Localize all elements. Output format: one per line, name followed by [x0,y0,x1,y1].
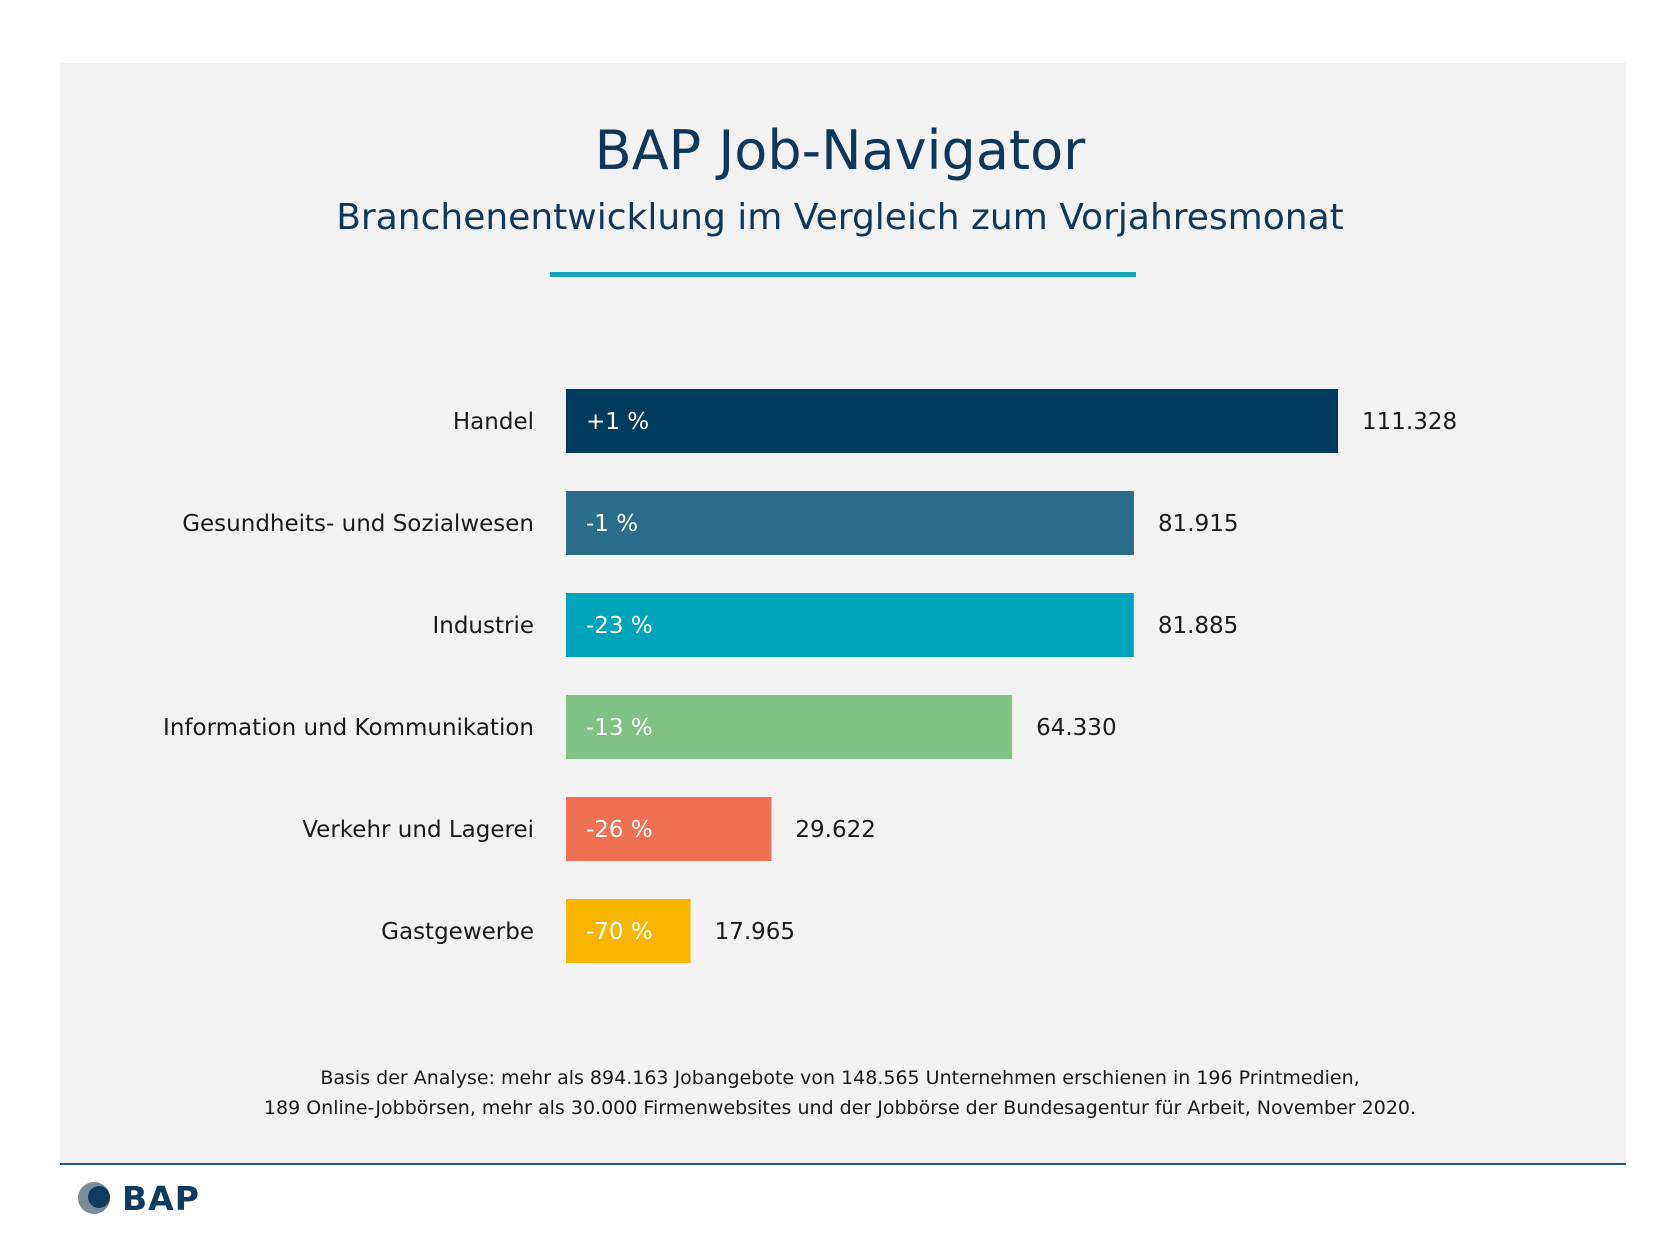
category-label-verkehr-und-lagerei: Verkehr und Lagerei [302,817,534,843]
page-subtitle: Branchenentwicklung im Vergleich zum Vor… [336,197,1344,238]
change-label-handel: +1 % [586,409,649,435]
page-title: BAP Job-Navigator [594,119,1086,182]
bar-industrie [566,593,1134,657]
value-label-verkehr-und-lagerei: 29.622 [795,817,875,843]
change-label-gesundheits-und-sozialwesen: -1 % [586,511,638,537]
analysis-footnote: Basis der Analyse: mehr als 894.163 Joba… [0,1063,1680,1123]
bap-logo-icon [78,1182,110,1214]
change-label-information-und-kommunikation: -13 % [586,715,653,741]
bar-gesundheits-und-sozialwesen [566,491,1135,555]
title-divider [550,272,1136,277]
bar-chart: Handel +1 % 111.328 Gesundheits- und Sozial… [163,389,1457,963]
value-label-handel: 111.328 [1362,409,1457,435]
category-label-information-und-kommunikation: Information und Kommunikation [163,715,534,741]
change-label-gastgewerbe: -70 % [586,919,653,945]
category-label-gesundheits-und-sozialwesen: Gesundheits- und Sozialwesen [182,511,534,537]
bar-information-und-kommunikation [566,695,1013,759]
bap-logo-text: BAP [122,1178,200,1218]
category-label-handel: Handel [453,409,534,435]
bar-gastgewerbe [566,899,691,963]
value-label-industrie: 81.885 [1158,613,1238,639]
category-label-gastgewerbe: Gastgewerbe [381,919,534,945]
change-label-verkehr-und-lagerei: -26 % [586,817,653,843]
change-label-industrie: -23 % [586,613,653,639]
value-label-gastgewerbe: 17.965 [715,919,795,945]
bar-handel [566,389,1338,453]
value-label-gesundheits-und-sozialwesen: 81.915 [1158,511,1238,537]
bar-verkehr-und-lagerei [566,797,772,861]
footnote-line-2: 189 Online-Jobbörsen, mehr als 30.000 Fi… [263,1097,1417,1119]
footer-divider [60,1163,1626,1165]
bap-logo: BAP [76,1176,200,1220]
value-label-information-und-kommunikation: 64.330 [1036,715,1116,741]
category-label-industrie: Industrie [432,613,534,639]
footnote-line-1: Basis der Analyse: mehr als 894.163 Joba… [320,1067,1360,1089]
